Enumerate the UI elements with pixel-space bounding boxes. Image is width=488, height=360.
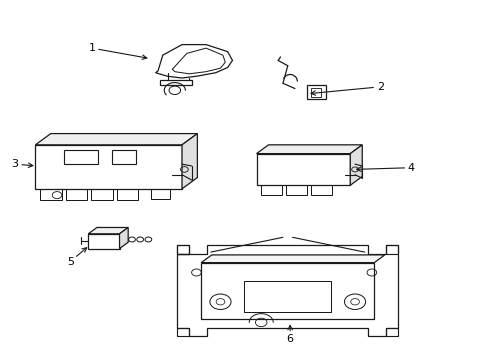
Bar — [306, 85, 325, 99]
Polygon shape — [119, 228, 128, 248]
Text: 6: 6 — [286, 325, 293, 344]
Text: 4: 4 — [356, 163, 414, 173]
Text: 1: 1 — [88, 43, 146, 59]
Bar — [112, 150, 136, 164]
Bar — [117, 189, 138, 200]
Polygon shape — [35, 134, 197, 145]
Bar — [40, 189, 61, 200]
Bar — [150, 189, 170, 199]
Polygon shape — [155, 45, 232, 78]
Bar — [64, 150, 98, 164]
Polygon shape — [201, 263, 373, 319]
Polygon shape — [201, 255, 384, 263]
Bar — [65, 189, 87, 200]
Bar — [386, 245, 398, 254]
Bar — [177, 328, 189, 337]
Bar — [310, 88, 321, 96]
Polygon shape — [35, 145, 182, 189]
Polygon shape — [88, 228, 128, 234]
Polygon shape — [177, 245, 398, 337]
Text: 2: 2 — [310, 82, 383, 95]
Polygon shape — [160, 80, 191, 85]
Text: 3: 3 — [12, 159, 33, 169]
Polygon shape — [349, 145, 362, 185]
Bar — [244, 281, 330, 312]
Bar — [177, 245, 189, 254]
Bar — [286, 185, 306, 195]
Text: 5: 5 — [67, 248, 86, 267]
Bar — [311, 185, 331, 195]
Polygon shape — [88, 234, 119, 248]
Polygon shape — [182, 134, 197, 189]
Polygon shape — [256, 145, 362, 154]
Bar — [261, 185, 281, 195]
Polygon shape — [256, 154, 349, 185]
Bar — [386, 328, 398, 337]
Bar — [91, 189, 113, 200]
